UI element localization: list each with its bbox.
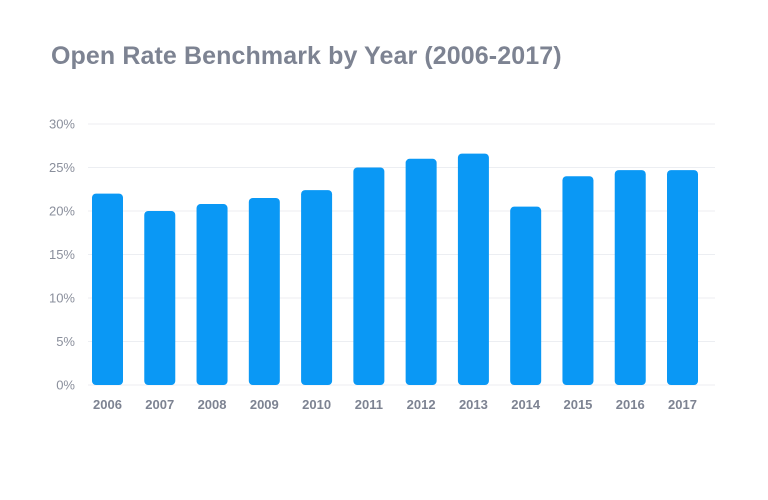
bar-2017 (667, 170, 698, 385)
x-tick-label-2010: 2010 (302, 397, 331, 412)
grid-lines (88, 123, 715, 386)
x-tick-label-2016: 2016 (616, 397, 645, 412)
bar-2016 (614, 170, 646, 385)
bar-2007 (144, 211, 176, 385)
x-tick-label-2006: 2006 (93, 397, 122, 412)
bar-2008 (196, 204, 228, 385)
x-tick-label-2009: 2009 (250, 397, 279, 412)
y-tick-label-30: 30% (49, 117, 75, 132)
y-tick-label-10: 10% (49, 291, 75, 306)
bar-2010 (301, 190, 333, 385)
x-tick-label-2017: 2017 (668, 397, 697, 412)
bar-2013 (457, 153, 489, 385)
bar-2009 (248, 197, 280, 385)
x-tick-label-2013: 2013 (459, 397, 488, 412)
bar-2014 (510, 206, 542, 385)
bar-2011 (353, 167, 385, 385)
x-tick-label-2011: 2011 (355, 397, 383, 412)
y-tick-label-20: 20% (49, 204, 75, 219)
bar-2012 (405, 158, 437, 385)
bar-2015 (562, 176, 594, 385)
x-tick-label-2014: 2014 (511, 397, 541, 412)
y-tick-label-0: 0% (56, 378, 75, 393)
y-tick-label-15: 15% (49, 247, 75, 262)
x-tick-label-2007: 2007 (145, 397, 174, 412)
x-tick-label-2012: 2012 (407, 397, 436, 412)
chart-title: Open Rate Benchmark by Year (2006-2017) (51, 42, 562, 70)
y-tick-label-5: 5% (56, 334, 75, 349)
bars (92, 153, 698, 385)
y-tick-label-25: 25% (49, 160, 75, 175)
x-axis-ticks: 2006 2007 2008 2009 2010 2011 2012 2013 2014 2015… (93, 397, 697, 412)
x-tick-label-2015: 2015 (563, 397, 592, 412)
y-axis-ticks: 0% 5% 10% 15% 20% 25% 30% (49, 117, 75, 393)
x-tick-label-2008: 2008 (198, 397, 227, 412)
bar-2006 (92, 193, 123, 385)
